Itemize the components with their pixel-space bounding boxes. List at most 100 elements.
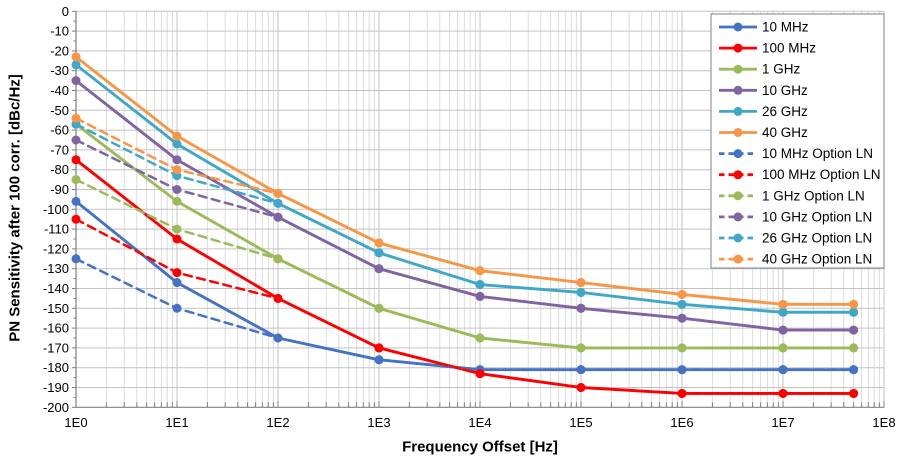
y-tick-label: -10	[50, 24, 69, 39]
data-point-marker	[374, 238, 384, 248]
legend-swatch-marker	[733, 22, 743, 32]
data-point-marker	[677, 289, 687, 299]
legend-label: 10 GHz Option LN	[762, 209, 872, 224]
legend-label: 26 GHz Option LN	[762, 231, 872, 246]
legend-label: 40 GHz	[762, 125, 808, 140]
legend-label: 10 MHz Option LN	[762, 146, 873, 161]
y-tick-label: 0	[62, 4, 69, 19]
legend-swatch-marker	[733, 106, 743, 116]
data-point-marker	[273, 293, 283, 303]
y-tick-label: -200	[43, 400, 69, 415]
data-point-marker	[172, 224, 182, 234]
data-point-marker	[849, 299, 859, 309]
data-point-marker	[475, 280, 485, 290]
data-point-marker	[374, 355, 384, 365]
data-point-marker	[778, 388, 788, 398]
data-point-marker	[475, 291, 485, 301]
legend-box	[710, 13, 885, 269]
x-tick-label: 1E4	[468, 415, 491, 430]
data-point-marker	[172, 185, 182, 194]
data-point-marker	[71, 52, 81, 62]
data-point-marker	[475, 266, 485, 276]
data-point-marker	[576, 343, 586, 353]
legend-label: 100 MHz Option LN	[762, 167, 881, 182]
data-point-marker	[172, 278, 182, 288]
legend-swatch-marker	[733, 191, 743, 201]
y-tick-label: -140	[43, 281, 69, 296]
legend-swatch-marker	[733, 170, 743, 180]
legend-item-26-ghz: 26 GHz	[719, 104, 808, 119]
x-tick-label: 1E2	[266, 415, 289, 430]
data-point-marker	[172, 131, 182, 141]
data-point-marker	[576, 383, 586, 392]
y-tick-label: -120	[43, 241, 69, 256]
data-point-marker	[71, 60, 81, 70]
legend-item-1-ghz: 1 GHz	[719, 62, 801, 77]
legend-label: 10 MHz	[762, 20, 809, 35]
y-tick-label: -30	[50, 63, 69, 78]
data-point-marker	[475, 333, 485, 343]
y-tick-label: -60	[50, 123, 69, 138]
legend-label: 40 GHz Option LN	[762, 252, 872, 267]
data-point-marker	[273, 212, 283, 222]
y-tick-label: -150	[43, 301, 69, 316]
y-tick-label: -100	[43, 202, 69, 217]
series-1-ghz-option-ln	[71, 175, 859, 353]
y-tick-label: -20	[50, 43, 69, 58]
legend-swatch-marker	[733, 233, 743, 243]
y-tick-labels: 0 -10 -20 -30 -40 -50 -60 -70 -80 -90 -100 -110 -120…	[43, 4, 69, 415]
data-point-marker	[374, 248, 384, 258]
data-point-marker	[475, 369, 485, 379]
y-tick-label: -160	[43, 321, 69, 336]
legend-item-40-ghz: 40 GHz	[719, 125, 808, 140]
y-tick-label: -190	[43, 380, 69, 395]
data-point-marker	[71, 113, 81, 123]
y-tick-label: -130	[43, 261, 69, 276]
x-tick-label: 1E8	[872, 415, 895, 430]
series-100-mhz-option-ln	[71, 214, 859, 398]
legend: 10 MHz 100 MHz 1 GHz 10 GHz 26 GHz 40 GHz 10 M…	[710, 13, 885, 269]
y-tick-label: -170	[43, 340, 69, 355]
legend-swatch-marker	[733, 149, 743, 159]
data-point-marker	[677, 388, 687, 398]
legend-swatch-marker	[733, 43, 743, 53]
legend-swatch-marker	[733, 64, 743, 74]
data-point-marker	[273, 254, 283, 264]
data-point-marker	[576, 303, 586, 313]
data-point-marker	[172, 196, 182, 206]
data-point-marker	[71, 196, 81, 206]
y-tick-label: -80	[50, 162, 69, 177]
legend-item-100-mhz-option-ln: 100 MHz Option LN	[719, 167, 881, 182]
y-axis-title: PN Sensitivity after 100 corr. [dBc/Hz]	[6, 74, 24, 342]
data-point-marker	[374, 303, 384, 313]
legend-swatch-marker	[733, 85, 743, 95]
legend-item-10-ghz-option-ln: 10 GHz Option LN	[719, 209, 872, 224]
data-point-marker	[778, 325, 788, 335]
data-point-marker	[677, 365, 687, 375]
data-point-marker	[71, 254, 81, 264]
legend-item-26-ghz-option-ln: 26 GHz Option LN	[719, 231, 872, 246]
data-point-marker	[677, 299, 687, 309]
y-tick-label: -110	[44, 222, 69, 237]
x-tick-label: 1E7	[771, 415, 794, 430]
data-point-marker	[576, 278, 586, 288]
data-point-marker	[778, 365, 788, 375]
legend-item-10-mhz: 10 MHz	[719, 20, 809, 35]
data-point-marker	[71, 76, 81, 86]
data-point-marker	[172, 139, 182, 149]
data-point-marker	[172, 234, 182, 244]
legend-swatch-marker	[733, 212, 743, 222]
series-10-ghz-option-ln	[71, 135, 859, 335]
data-point-marker	[273, 198, 283, 208]
legend-label: 1 GHz Option LN	[762, 188, 865, 203]
legend-item-1-ghz-option-ln: 1 GHz Option LN	[719, 188, 865, 203]
legend-item-100-mhz: 100 MHz	[719, 41, 816, 56]
data-point-marker	[273, 188, 283, 198]
legend-swatch-marker	[733, 128, 743, 137]
data-point-marker	[849, 307, 859, 317]
y-tick-label: -90	[50, 182, 69, 197]
x-tick-label: 1E1	[165, 415, 188, 430]
legend-item-10-ghz: 10 GHz	[719, 83, 808, 98]
